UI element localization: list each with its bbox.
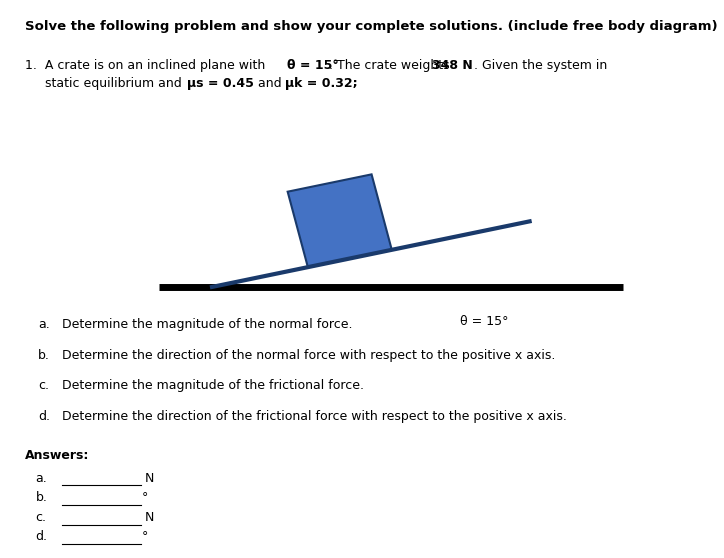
Text: c.: c. (35, 511, 46, 523)
Text: μs = 0.45: μs = 0.45 (187, 77, 258, 90)
Text: Determine the direction of the frictional force with respect to the positive x a: Determine the direction of the frictiona… (54, 410, 567, 423)
Text: N: N (145, 472, 154, 484)
Text: and: and (258, 77, 286, 90)
Text: °: ° (142, 491, 148, 504)
Text: Answers:: Answers: (25, 449, 89, 462)
Text: a.: a. (38, 318, 50, 331)
Text: c.: c. (38, 379, 49, 392)
Text: θ = 15°: θ = 15° (287, 59, 338, 71)
Text: static equilibrium and: static equilibrium and (25, 77, 185, 90)
Text: d.: d. (35, 530, 48, 543)
Text: θ = 15°: θ = 15° (460, 315, 508, 328)
Text: d.: d. (38, 410, 51, 423)
Text: 348 N: 348 N (432, 59, 472, 71)
Text: N: N (145, 511, 154, 523)
Polygon shape (287, 174, 392, 267)
Text: Determine the magnitude of the normal force.: Determine the magnitude of the normal fo… (54, 318, 353, 331)
Text: b.: b. (38, 349, 50, 362)
Text: a.: a. (35, 472, 47, 484)
Text: °: ° (142, 530, 148, 543)
Text: . Given the system in: . Given the system in (474, 59, 607, 71)
Text: 1.  A crate is on an inclined plane with: 1. A crate is on an inclined plane with (25, 59, 269, 71)
Text: Solve the following problem and show your complete solutions. (include free body: Solve the following problem and show you… (25, 20, 717, 32)
Text: . The crate weights: . The crate weights (329, 59, 453, 71)
Text: Determine the direction of the normal force with respect to the positive x axis.: Determine the direction of the normal fo… (54, 349, 556, 362)
Text: Determine the magnitude of the frictional force.: Determine the magnitude of the frictiona… (54, 379, 364, 392)
Text: μk = 0.32;: μk = 0.32; (285, 77, 357, 90)
Text: b.: b. (35, 491, 47, 504)
